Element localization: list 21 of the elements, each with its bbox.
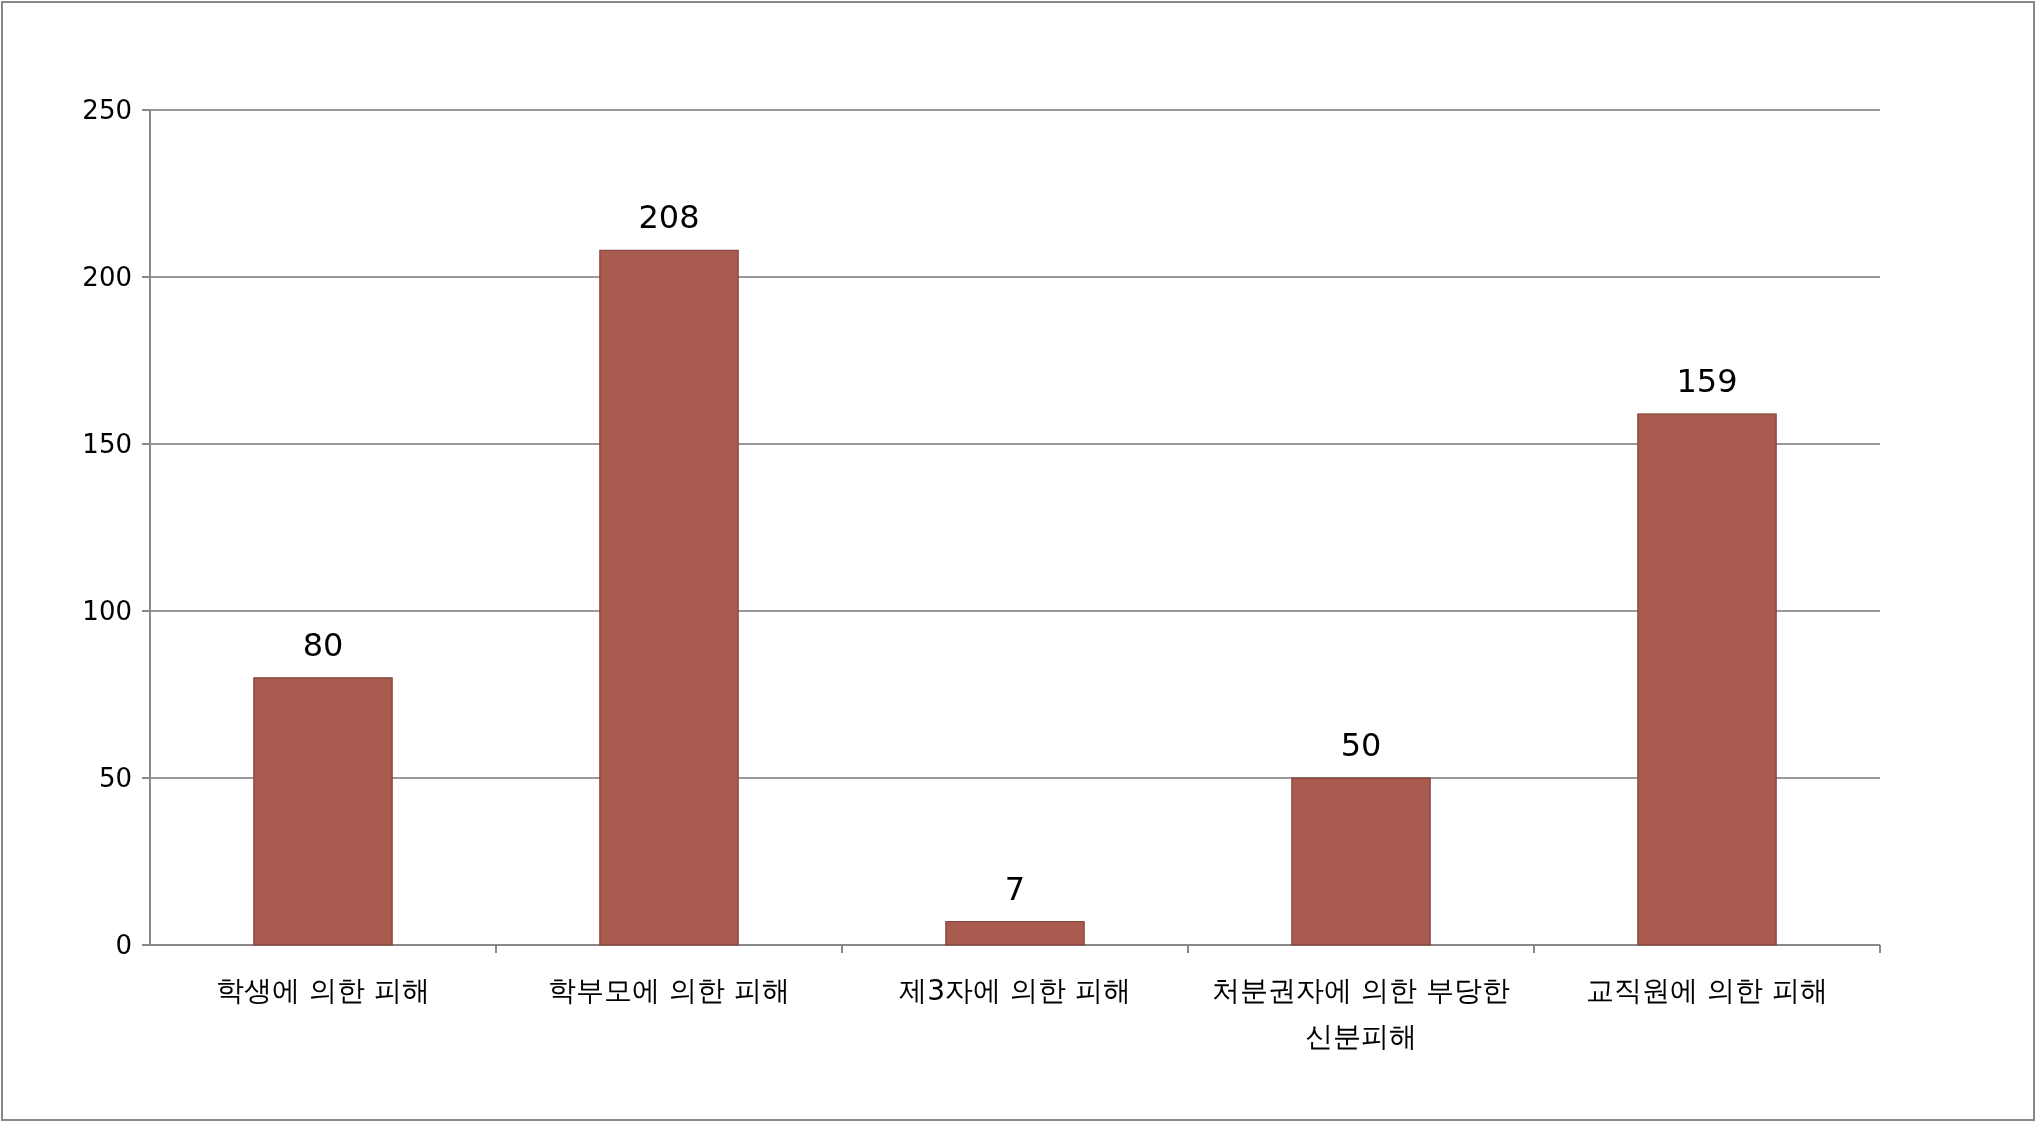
x-tick-label: 처분권자에 의한 부당한 신분피해 [1212, 974, 1510, 1053]
bar [1291, 777, 1431, 946]
y-tick-label: 100 [82, 596, 132, 626]
y-tick-label: 50 [98, 763, 132, 793]
data-label: 208 [638, 198, 700, 237]
data-label: 159 [1676, 361, 1738, 400]
bar [945, 921, 1085, 946]
y-tick-label: 200 [82, 262, 132, 292]
x-tick-label: 교직원에 의한 피해 [1586, 974, 1828, 1007]
data-label: 50 [1340, 726, 1382, 764]
bar [253, 677, 393, 946]
y-tick-label: 250 [82, 95, 132, 125]
bar [1637, 413, 1777, 946]
x-tick-label: 제3자에 의한 피해 [899, 974, 1131, 1007]
y-tick-label: 150 [82, 429, 132, 459]
data-label: 80 [302, 625, 344, 664]
y-tick-label: 0 [115, 930, 132, 960]
x-tick-label: 학생에 의한 피해 [216, 974, 430, 1007]
x-tick-label: 학부모에 의한 피해 [548, 974, 790, 1007]
bar [599, 249, 739, 946]
data-label: 7 [1004, 869, 1026, 908]
